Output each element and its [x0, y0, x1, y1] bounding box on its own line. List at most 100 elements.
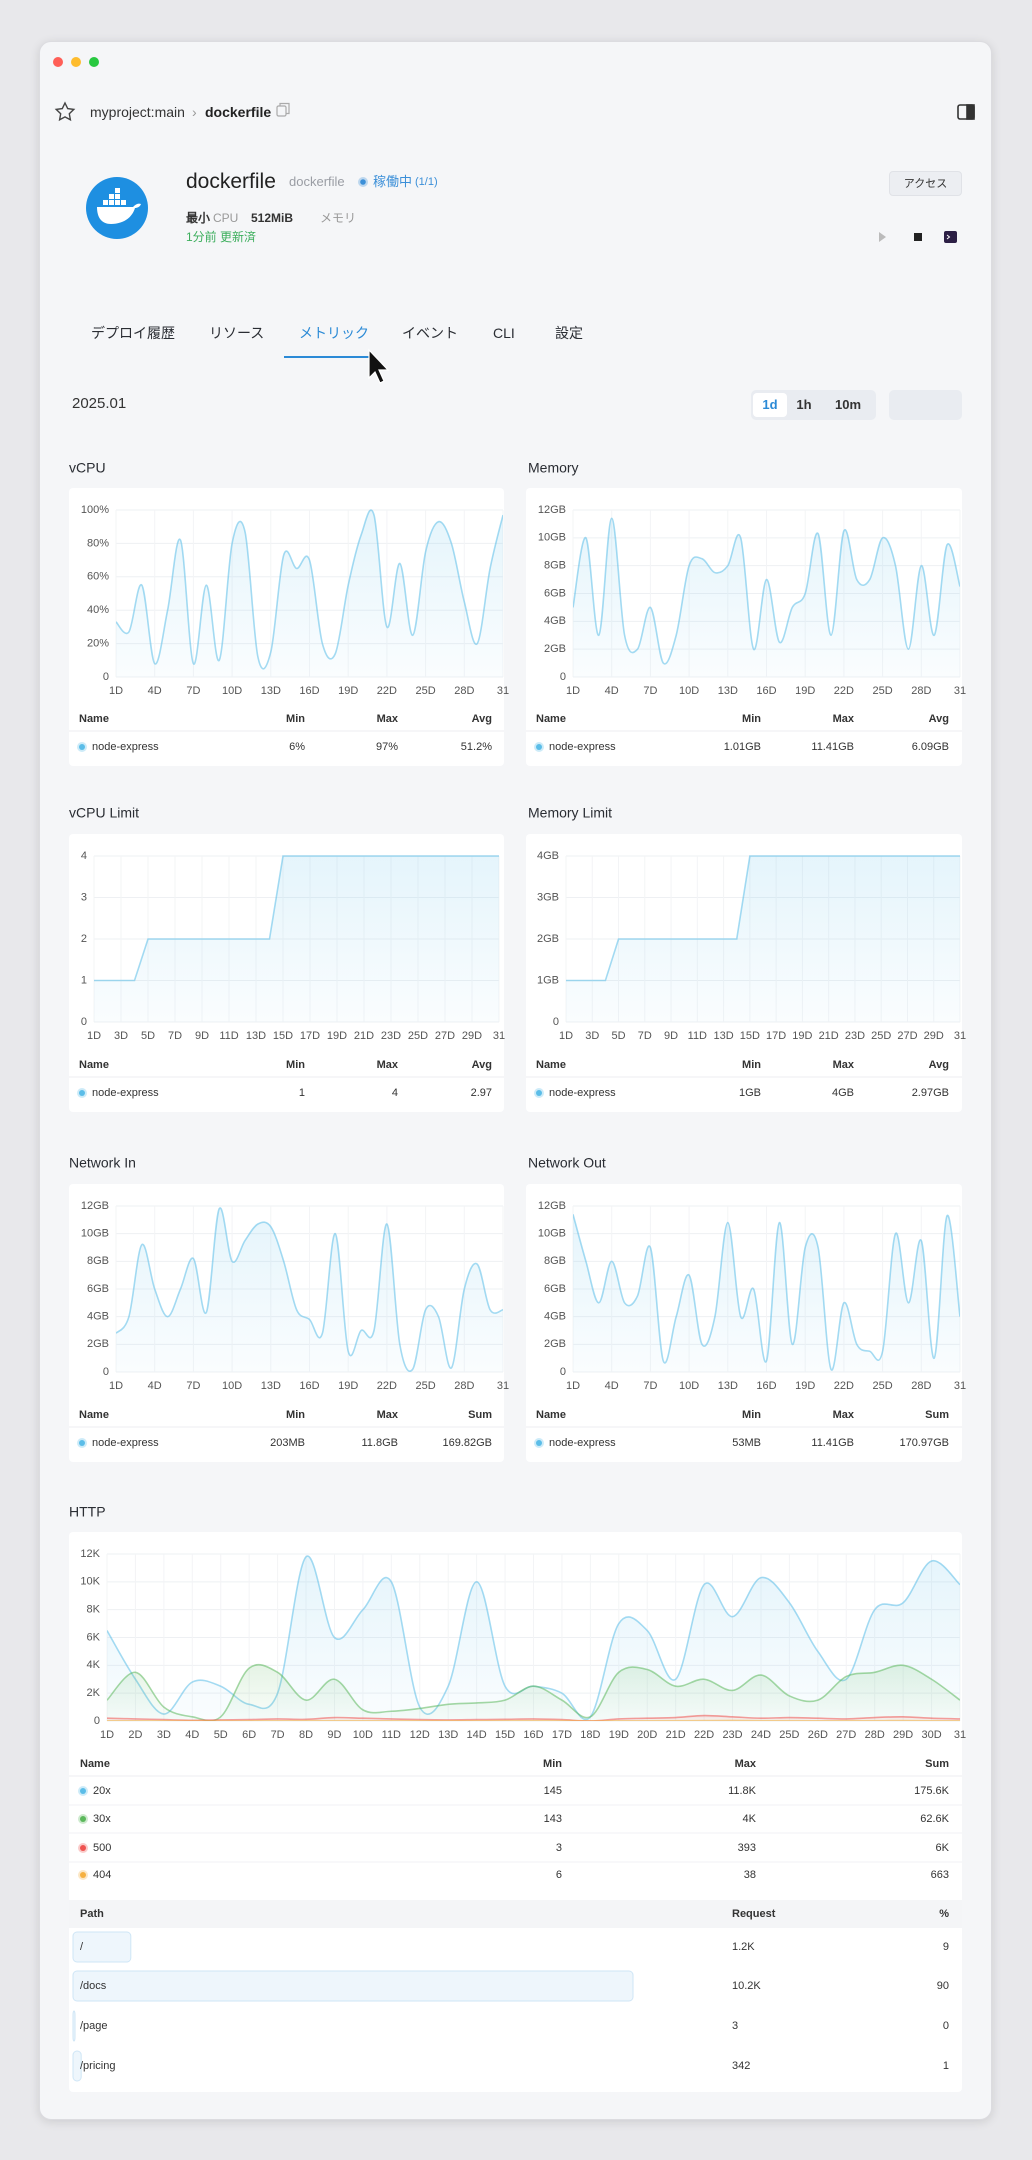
breadcrumb-project[interactable]: myproject:main [90, 104, 185, 120]
y-tick-label: 10GB [538, 532, 566, 544]
terminal-button[interactable] [944, 231, 957, 243]
x-tick-label: 10D [222, 685, 242, 697]
table-header-bg [69, 1900, 962, 1928]
x-tick-label: 1D [566, 1380, 580, 1392]
path-percent: 0 [943, 2020, 949, 2032]
table-header: Path [80, 1908, 104, 1920]
table-cell: 38 [744, 1869, 756, 1881]
x-tick-label: 28D [865, 1729, 885, 1741]
x-tick-label: 9D [664, 1030, 678, 1042]
y-tick-label: 10GB [81, 1228, 109, 1240]
y-tick-label: 8GB [87, 1255, 109, 1267]
range-option[interactable]: 1h [796, 397, 812, 412]
x-tick-label: 22D [834, 1380, 854, 1392]
legend-dot [80, 1816, 86, 1822]
x-tick-label: 17D [300, 1030, 320, 1042]
x-tick-label: 29D [893, 1729, 913, 1741]
x-tick-label: 27D [897, 1030, 917, 1042]
table-header: Avg [472, 1059, 492, 1071]
minimize-button[interactable] [71, 57, 81, 67]
legend-dot [536, 1090, 542, 1096]
zoom-button[interactable] [89, 57, 99, 67]
y-tick-label: 2GB [87, 1338, 109, 1350]
x-tick-label: 29D [924, 1030, 944, 1042]
area [566, 856, 960, 1022]
x-tick-label: 26D [808, 1729, 828, 1741]
x-tick-label: 9D [195, 1030, 209, 1042]
tab[interactable]: メトリック [299, 325, 369, 341]
x-tick-label: 16D [299, 685, 319, 697]
table-header: Min [742, 1409, 761, 1421]
table-cell: 11.8GB [362, 1437, 399, 1449]
table-header: Request [732, 1908, 776, 1920]
area [116, 1207, 503, 1372]
path-percent: 9 [943, 1941, 949, 1953]
y-tick-label: 8GB [544, 560, 566, 572]
stop-button[interactable] [914, 233, 922, 241]
table-cell: 4 [392, 1087, 398, 1099]
tab[interactable]: イベント [402, 325, 458, 341]
x-tick-label: 22D [377, 1380, 397, 1392]
pager [889, 390, 962, 420]
service-logo [86, 177, 148, 239]
range-option[interactable]: 10m [834, 397, 862, 412]
x-tick-label: 28D [911, 1380, 931, 1392]
tab[interactable]: リソース [209, 325, 265, 341]
x-tick-label: 4D [605, 685, 619, 697]
y-tick-label: 2GB [544, 1338, 566, 1350]
y-tick-label: 3 [81, 891, 87, 903]
table-header: Avg [472, 713, 492, 725]
tab[interactable]: CLI [493, 325, 515, 341]
legend-name: 20x [93, 1785, 111, 1797]
close-button[interactable] [53, 57, 63, 67]
y-tick-label: 12GB [538, 504, 566, 516]
table-cell: 170.97GB [899, 1437, 949, 1449]
x-tick-label: 10D [679, 1380, 699, 1392]
x-tick-label: 25D [873, 685, 893, 697]
area [107, 1715, 960, 1721]
path-name: /page [80, 2020, 108, 2032]
range-option[interactable]: 1d [753, 393, 787, 417]
legend-dot [80, 1872, 86, 1878]
x-tick-label: 31 [954, 685, 966, 697]
x-tick-label: 17D [552, 1729, 572, 1741]
x-tick-label: 7D [186, 1380, 200, 1392]
line [566, 855, 960, 982]
x-tick-label: 16D [756, 1380, 776, 1392]
spec-memory: 512MiB [251, 211, 294, 225]
legend-name: 30x [93, 1813, 111, 1825]
spec-memory-label: メモリ [320, 211, 357, 225]
line [107, 1663, 960, 1721]
x-tick-label: 10D [353, 1729, 373, 1741]
x-tick-label: 3D [585, 1030, 599, 1042]
access-button[interactable]: アクセス [889, 171, 962, 196]
area [94, 856, 499, 1022]
star-icon[interactable] [54, 101, 76, 122]
status-indicator [358, 177, 368, 187]
area [573, 1214, 960, 1372]
copy-icon[interactable] [276, 102, 290, 117]
x-tick-label: 1D [559, 1030, 573, 1042]
table-cell: 145 [544, 1785, 562, 1797]
x-tick-label: 7D [643, 1380, 657, 1392]
x-tick-label: 23D [722, 1729, 742, 1741]
x-tick-label: 1D [109, 685, 123, 697]
legend-dot [536, 1440, 542, 1446]
y-tick-label: 4GB [544, 615, 566, 627]
x-tick-label: 1D [100, 1729, 114, 1741]
x-tick-label: 19D [795, 685, 815, 697]
x-tick-label: 25D [416, 1380, 436, 1392]
table-cell: 393 [738, 1842, 756, 1854]
table-cell: 1GB [739, 1087, 761, 1099]
x-tick-label: 3D [114, 1030, 128, 1042]
sidebar-toggle[interactable] [957, 104, 975, 120]
breadcrumb-separator: › [192, 104, 197, 120]
table-header: Min [742, 713, 761, 725]
tab[interactable]: 設定 [555, 325, 583, 341]
table-cell: 663 [931, 1869, 949, 1881]
legend-dot [80, 1788, 86, 1794]
start-button[interactable] [879, 232, 886, 242]
x-tick-label: 28D [454, 1380, 474, 1392]
tab[interactable]: デプロイ履歴 [91, 325, 175, 341]
